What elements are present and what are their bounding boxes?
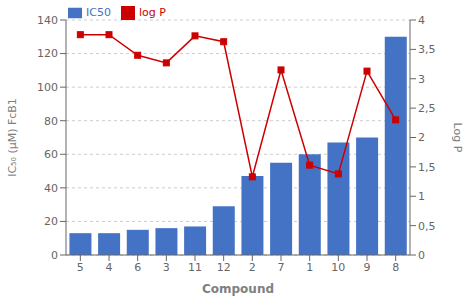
svg-text:9: 9 bbox=[364, 261, 371, 274]
svg-text:Log P: Log P bbox=[451, 123, 462, 153]
svg-text:0: 0 bbox=[418, 249, 425, 262]
svg-text:100: 100 bbox=[37, 81, 58, 94]
svg-text:2,5: 2,5 bbox=[418, 102, 436, 115]
html-text:log P: log P bbox=[138, 6, 166, 19]
html-text:IC50: IC50 bbox=[86, 6, 111, 19]
svg-text:4: 4 bbox=[418, 14, 425, 27]
svg-text:1,5: 1,5 bbox=[418, 161, 436, 174]
svg-text:6: 6 bbox=[134, 261, 141, 274]
svg-text:80: 80 bbox=[44, 115, 58, 128]
svg-text:3: 3 bbox=[418, 73, 425, 86]
svg-text:0: 0 bbox=[51, 249, 58, 262]
svg-text:1: 1 bbox=[418, 190, 425, 203]
svg-text:4: 4 bbox=[106, 261, 113, 274]
svg-text:10: 10 bbox=[331, 261, 345, 274]
svg-text:5: 5 bbox=[77, 261, 84, 274]
svg-text:Compound: Compound bbox=[202, 282, 274, 296]
svg-text:7: 7 bbox=[278, 261, 285, 274]
svg-text:120: 120 bbox=[37, 47, 58, 60]
svg-text:11: 11 bbox=[188, 261, 202, 274]
svg-text:0,5: 0,5 bbox=[418, 220, 436, 233]
svg-text:8: 8 bbox=[392, 261, 399, 274]
svg-text:3,5: 3,5 bbox=[418, 43, 436, 56]
svg-text:20: 20 bbox=[44, 215, 58, 228]
svg-text:3: 3 bbox=[163, 261, 170, 274]
svg-text:12: 12 bbox=[217, 261, 231, 274]
svg-text:IC₅₀ (μM) FcB1: IC₅₀ (μM) FcB1 bbox=[8, 98, 19, 177]
svg-text:2: 2 bbox=[418, 131, 425, 144]
svg-text:1: 1 bbox=[306, 261, 313, 274]
svg-text:60: 60 bbox=[44, 148, 58, 161]
svg-text:2: 2 bbox=[249, 261, 256, 274]
svg-text:140: 140 bbox=[37, 14, 58, 27]
svg-text:40: 40 bbox=[44, 182, 58, 195]
